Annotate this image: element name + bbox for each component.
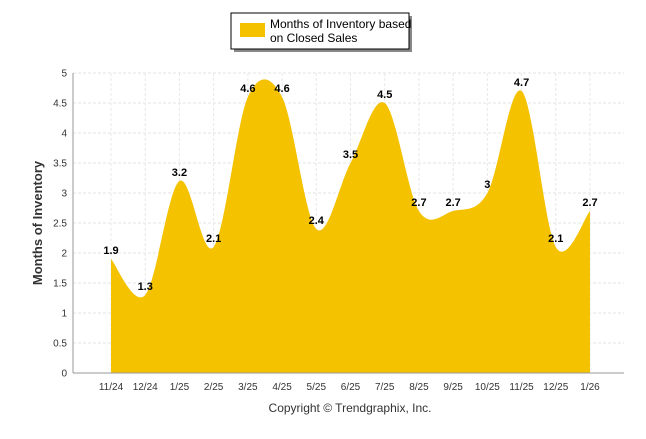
y-tick-label: 1: [61, 309, 67, 320]
data-label: 2.7: [411, 197, 426, 209]
y-tick-label: 2.5: [53, 219, 67, 230]
x-tick-label: 9/25: [443, 382, 463, 393]
data-label: 4.6: [240, 83, 255, 95]
y-axis-title: Months of Inventory: [30, 160, 45, 285]
legend-label-line1: Months of Inventory based: [270, 17, 411, 31]
x-tick-label: 6/25: [341, 382, 361, 393]
y-tick-label: 3.5: [53, 159, 67, 170]
x-tick-label: 10/25: [475, 382, 500, 393]
x-tick-label: 12/24: [133, 382, 158, 393]
legend: Months of Inventory based on Closed Sale…: [230, 12, 412, 52]
x-tick-label: 11/24: [99, 382, 124, 393]
data-label: 4.6: [274, 83, 289, 95]
x-tick-label: 5/25: [307, 382, 327, 393]
x-tick-label: 2/25: [204, 382, 224, 393]
copyright-text: Copyright © Trendgraphix, Inc.: [269, 401, 432, 415]
data-label: 2.1: [206, 233, 221, 245]
data-label: 3.2: [172, 167, 187, 179]
x-tick-label: 1/25: [170, 382, 190, 393]
x-tick-label: 11/25: [509, 382, 534, 393]
y-axis: 0 0.5 1 1.5 2 2.5 3 3.5 4 4.5 5: [53, 69, 74, 380]
x-tick-label: 12/25: [543, 382, 568, 393]
series-area: [111, 79, 590, 373]
x-tick-label: 8/25: [409, 382, 429, 393]
data-label: 2.1: [548, 233, 563, 245]
data-label: 3: [484, 179, 490, 191]
data-label: 1.3: [138, 281, 153, 293]
x-tick-label: 1/26: [580, 382, 600, 393]
y-tick-label: 4.5: [53, 99, 67, 110]
y-tick-label: 5: [61, 69, 67, 80]
x-tick-label: 7/25: [375, 382, 395, 393]
legend-swatch: [240, 23, 265, 37]
legend-label-line2: on Closed Sales: [270, 31, 357, 45]
data-label: 4.7: [514, 77, 529, 89]
y-tick-label: 0: [61, 369, 67, 380]
y-tick-label: 2: [61, 249, 67, 260]
data-label: 2.4: [309, 215, 325, 227]
area-layer: [111, 79, 590, 373]
y-tick-label: 1.5: [53, 279, 67, 290]
data-labels: 1.9 1.3 3.2 2.1 4.6 4.6 2.4 3.5 4.5 2.7 2.7 3 4.7 2.1…: [103, 77, 597, 293]
data-label: 3.5: [343, 149, 358, 161]
data-label: 1.9: [103, 245, 118, 257]
data-label: 4.5: [377, 89, 392, 101]
data-label: 2.7: [445, 197, 460, 209]
x-tick-label: 3/25: [238, 382, 258, 393]
y-tick-label: 0.5: [53, 339, 67, 350]
y-tick-label: 4: [61, 129, 67, 140]
y-tick-label: 3: [61, 189, 67, 200]
x-tick-label: 4/25: [272, 382, 292, 393]
x-axis: 11/24 12/24 1/25 2/25 3/25 4/25 5/25 6/25 7/25 8/…: [73, 372, 624, 393]
data-label: 2.7: [582, 197, 597, 209]
